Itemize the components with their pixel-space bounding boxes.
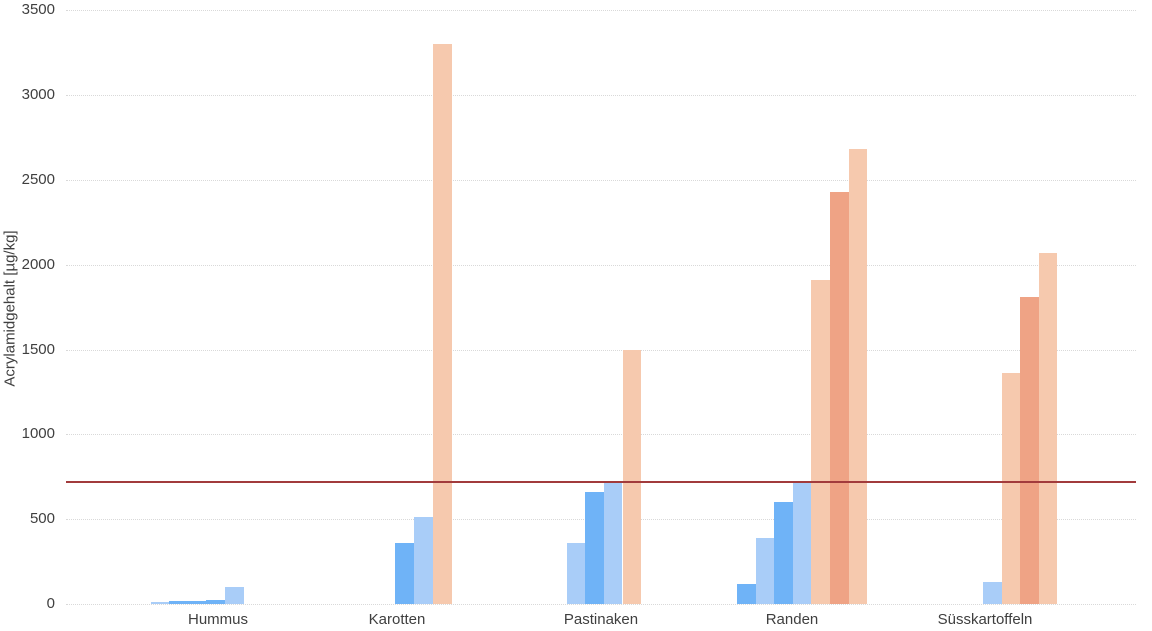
gridline [66,604,1136,605]
bar [1001,373,1021,604]
y-tick-label: 2500 [21,170,55,188]
bar [150,602,170,604]
bar [848,149,868,604]
category-label: Pastinaken [563,611,639,628]
bar [811,279,830,604]
category-label: Randen [765,611,819,628]
bar [187,600,207,604]
bar [603,482,623,604]
bar [206,599,225,604]
y-tick-label: 1000 [21,425,55,443]
gridline [66,264,1136,266]
bar [983,581,1002,604]
benchmark-line [66,480,1136,483]
bar [433,44,452,604]
gridline [66,10,1136,12]
y-tick-label: 0 [46,595,55,612]
y-tick-label: 3000 [21,86,55,104]
y-tick-label: 500 [29,510,55,528]
bar [585,492,604,604]
gridline [66,95,1136,97]
gridline [66,179,1136,181]
bar [566,542,586,604]
bar [830,191,849,604]
bar [792,482,812,604]
y-tick-label: 2000 [21,255,55,273]
category-label: Karotten [368,611,426,628]
gridline [66,434,1136,436]
bar [755,537,775,604]
bar [169,601,188,604]
bar [414,516,433,604]
category-label: Hummus [187,611,249,628]
gridline [66,349,1136,351]
y-tick-label: 1500 [21,340,55,358]
bar [737,583,756,604]
bar [395,542,414,604]
bar [1020,296,1039,604]
category-label: Süsskartoffeln [937,611,1033,628]
y-tick-label: 3500 [21,1,55,19]
bar [774,502,793,604]
bar [225,587,244,604]
bar [1038,252,1058,604]
bar [622,349,642,604]
